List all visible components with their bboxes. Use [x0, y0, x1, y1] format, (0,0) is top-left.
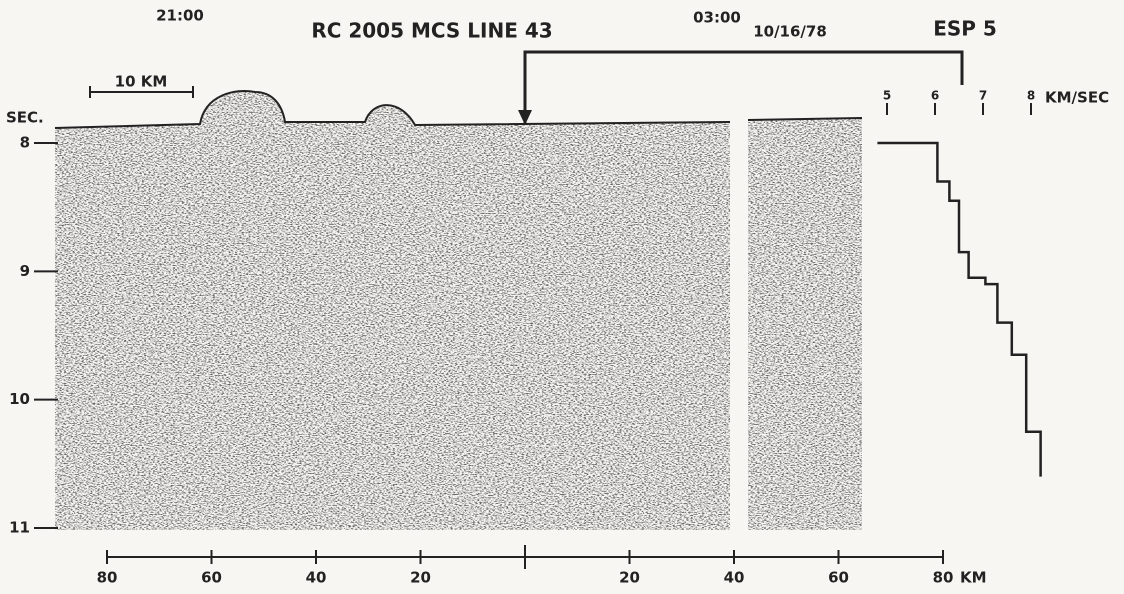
x-tick-label: 20: [619, 569, 640, 587]
y-tick-label: 10: [9, 390, 30, 408]
y-axis-label: SEC.: [6, 109, 44, 127]
y-tick-label: 9: [20, 262, 30, 280]
velocity-tick-label: 8: [1027, 89, 1035, 103]
y-tick-label: 8: [20, 134, 30, 152]
title: RC 2005 MCS LINE 43: [311, 19, 552, 43]
seafloor: [54, 90, 863, 129]
esp-arrow: [518, 110, 532, 125]
date-label: 10/16/78: [753, 23, 827, 41]
x-tick-label: 80: [97, 569, 118, 587]
esp-bracket: [523, 50, 964, 125]
velocity-label: KM/SEC: [1045, 89, 1109, 107]
time-label: 21:00: [156, 7, 204, 25]
x-tick-label: 40: [724, 569, 745, 587]
scale-label: 10 KM: [115, 73, 168, 91]
x-tick-label: 40: [306, 569, 327, 587]
seismic-section: [55, 90, 862, 531]
velocity-tick-label: 7: [979, 89, 987, 103]
time-label: 03:00: [693, 9, 741, 27]
x-tick-label: 60: [828, 569, 849, 587]
y-tick-label: 11: [9, 519, 30, 537]
esp-title: ESP 5: [933, 17, 997, 41]
x-tick-label: 60: [201, 569, 222, 587]
velocity-profile: [877, 141, 1042, 477]
velocity-tick-label: 6: [931, 89, 939, 103]
x-tick-label: 20: [410, 569, 431, 587]
x-tick-label: 80: [933, 569, 954, 587]
velocity-tick-label: 5: [883, 89, 891, 103]
x-axis-label: KM: [960, 569, 987, 587]
